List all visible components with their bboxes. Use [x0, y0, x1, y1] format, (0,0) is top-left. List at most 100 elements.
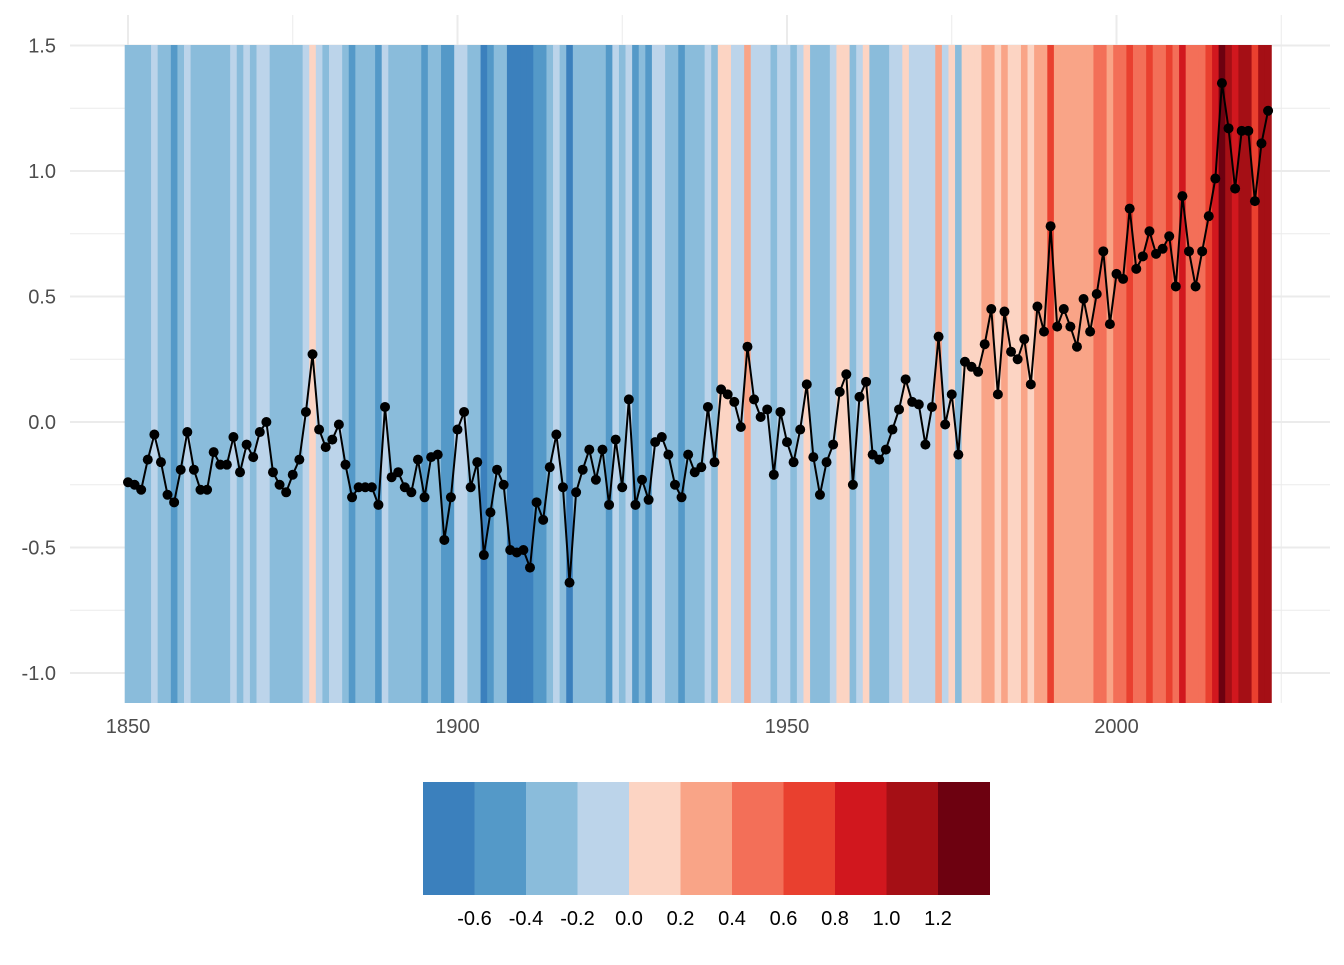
data-point	[538, 514, 549, 525]
year-stripe	[678, 45, 686, 703]
year-stripe	[684, 45, 692, 703]
data-point	[182, 427, 193, 438]
year-stripe	[131, 45, 139, 703]
data-point	[366, 482, 377, 493]
year-stripe	[1179, 45, 1187, 703]
data-point	[1019, 334, 1030, 345]
year-stripe	[1258, 45, 1266, 703]
year-stripe	[243, 45, 251, 703]
data-point	[729, 396, 740, 407]
data-point	[973, 366, 984, 377]
year-stripe	[579, 45, 587, 703]
data-point	[821, 457, 832, 468]
year-stripe	[724, 45, 732, 703]
data-point	[1025, 379, 1036, 390]
data-point	[900, 374, 911, 385]
year-stripe	[388, 45, 396, 703]
y-tick-label: 1.5	[28, 36, 56, 58]
year-stripe	[586, 45, 593, 703]
year-stripe	[177, 45, 185, 703]
year-stripe	[1132, 45, 1140, 703]
year-stripe	[164, 45, 172, 703]
data-point	[986, 304, 997, 315]
legend-swatch	[577, 782, 630, 895]
legend-break-label: -0.2	[560, 908, 594, 930]
y-tick-label: -1.0	[22, 663, 56, 685]
data-point	[1216, 78, 1227, 89]
year-stripe	[197, 45, 205, 703]
data-point	[1230, 183, 1241, 194]
year-stripe	[658, 45, 666, 703]
year-stripe	[856, 45, 864, 703]
data-point	[498, 479, 509, 490]
data-point	[709, 457, 720, 468]
data-point	[571, 487, 582, 498]
legend-swatch	[526, 782, 578, 895]
data-point	[1170, 281, 1181, 292]
data-point	[577, 464, 588, 475]
data-point	[880, 444, 891, 455]
year-stripe	[368, 45, 376, 703]
data-point	[775, 406, 786, 417]
year-stripe	[144, 45, 152, 703]
year-stripe	[1034, 45, 1042, 703]
legend-break-label: 0.0	[615, 908, 643, 930]
data-point	[406, 487, 417, 498]
year-stripe	[612, 45, 620, 703]
year-stripe	[638, 45, 646, 703]
year-stripe	[210, 45, 218, 703]
year-stripe	[506, 45, 514, 703]
data-point	[162, 489, 173, 500]
year-stripe	[427, 45, 435, 703]
year-stripe	[1086, 45, 1094, 703]
year-stripe	[526, 45, 534, 703]
data-point	[459, 406, 470, 417]
year-stripe	[223, 45, 231, 703]
data-point	[768, 469, 779, 480]
year-stripe	[454, 45, 462, 703]
data-point	[874, 454, 885, 465]
year-stripe	[1152, 45, 1160, 703]
data-point	[221, 459, 232, 470]
year-stripe	[401, 45, 409, 703]
data-point	[228, 432, 239, 443]
data-point	[1137, 251, 1148, 262]
data-point	[999, 306, 1010, 317]
year-stripe	[460, 45, 468, 703]
data-point	[1012, 354, 1023, 365]
data-point	[828, 439, 839, 450]
year-stripe	[157, 45, 165, 703]
legend-swatch	[629, 782, 681, 895]
data-point	[795, 424, 806, 435]
year-stripe	[441, 45, 449, 703]
year-stripe	[730, 45, 738, 703]
data-point	[1263, 105, 1274, 116]
year-stripe	[1106, 45, 1114, 703]
x-tick-label: 2000	[1094, 716, 1139, 738]
data-point	[485, 507, 496, 518]
year-stripe	[836, 45, 844, 703]
data-point	[142, 454, 153, 465]
data-point	[887, 424, 898, 435]
year-stripe	[124, 45, 132, 703]
year-stripe	[816, 45, 824, 703]
year-stripe	[908, 45, 916, 703]
x-tick-label: 1900	[435, 716, 480, 738]
data-point	[1006, 346, 1017, 357]
data-point	[1183, 246, 1194, 257]
data-point	[1039, 326, 1050, 337]
year-stripe	[342, 45, 350, 703]
year-stripe	[1047, 45, 1055, 703]
data-point	[584, 444, 595, 455]
year-stripe	[665, 45, 673, 703]
data-point	[412, 454, 423, 465]
data-point	[327, 434, 338, 445]
data-point	[439, 534, 450, 545]
year-stripe	[467, 45, 475, 703]
year-stripe	[1113, 45, 1121, 703]
year-stripe	[137, 45, 145, 703]
year-stripe	[1205, 45, 1213, 703]
year-stripe	[1212, 45, 1220, 703]
temperature-stripes	[124, 45, 1272, 703]
data-point	[894, 404, 905, 415]
